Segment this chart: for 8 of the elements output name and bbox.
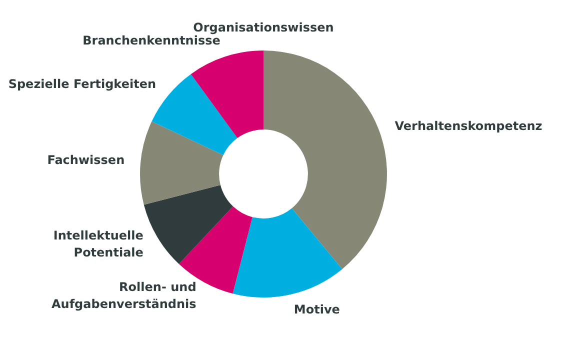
slice-label: Verhaltenskompetenz	[394, 118, 542, 133]
slice-label: Rollen- und Aufgabenverständnis	[52, 280, 196, 311]
slice-label: Spezielle Fertigkeiten	[8, 77, 156, 92]
slice-label: Motive	[294, 302, 340, 316]
slice-label: Branchenkenntnisse	[82, 33, 220, 48]
slice-label: Intellektuelle Potentiale	[53, 228, 144, 260]
slice-label: Fachwissen	[47, 152, 125, 167]
category-label: Organisationswissen	[193, 20, 334, 35]
